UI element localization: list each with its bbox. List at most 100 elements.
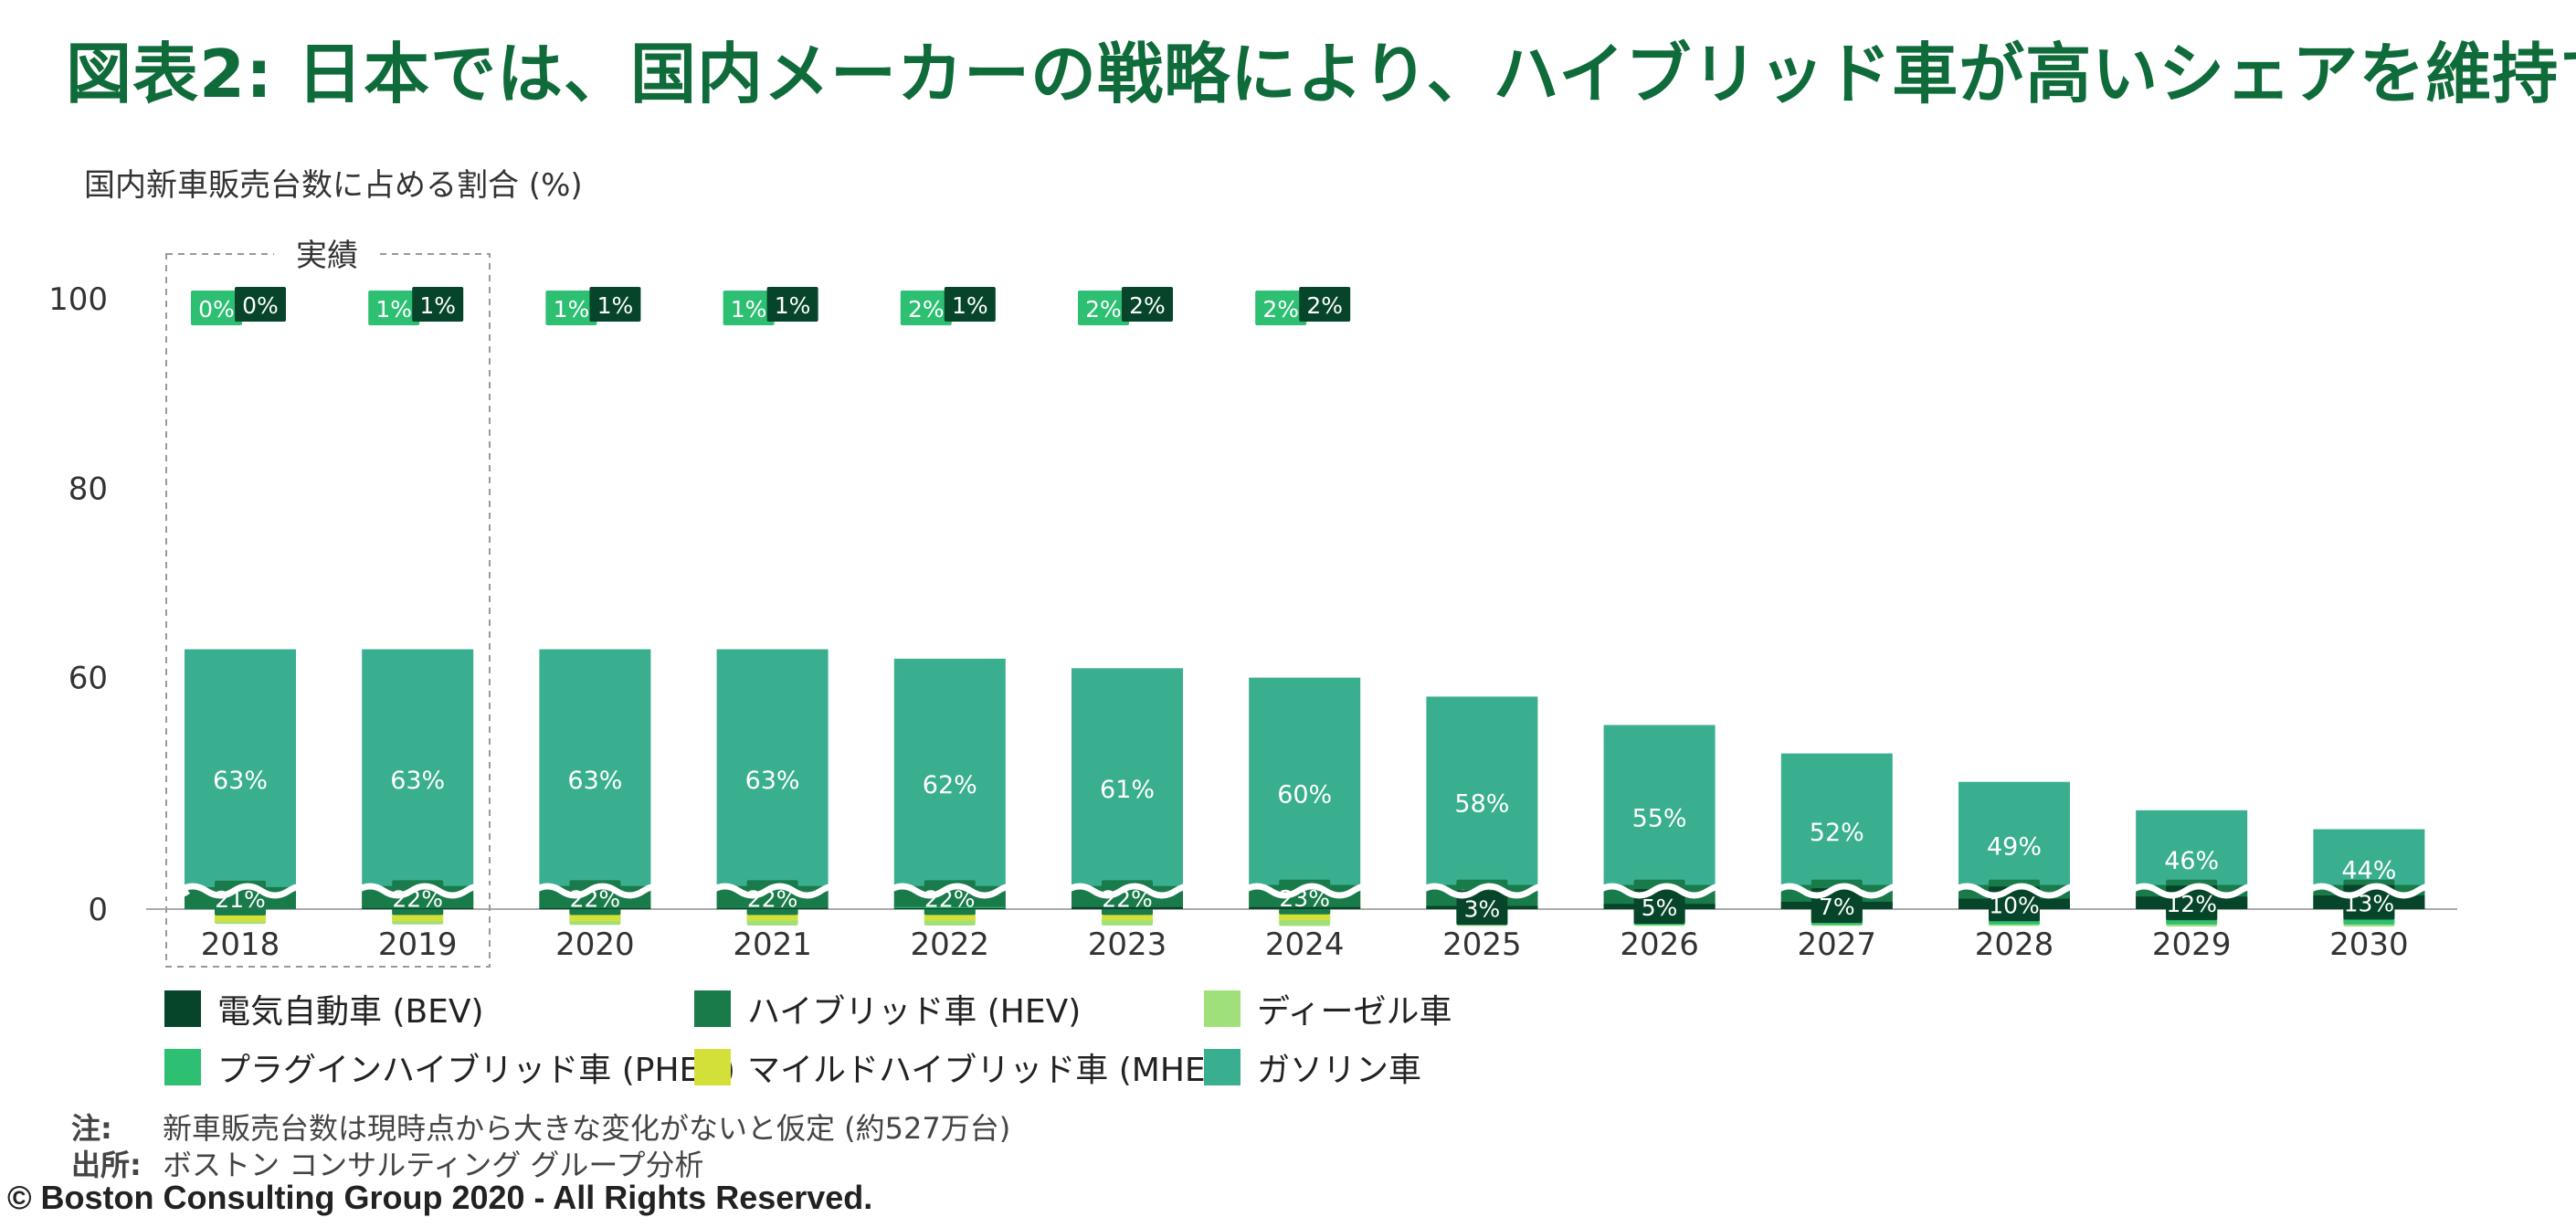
stacked-bar-chart: 国内新車販売台数に占める割合 (%) 10080600実績63%5%9%21%0… [48,167,2457,968]
legend-item-phev: プラグインハイブリッド車 (PHEV) [164,1043,735,1091]
y-tick-label: 80 [69,471,108,507]
axis-break-wave [1241,883,1383,899]
legend-swatch-phev [164,1049,201,1085]
legend-label-hev: ハイブリッド車 (HEV) [747,993,1082,1031]
chart-title: 図表2: 日本では、国内メーカーの戦略により、ハイブリッド車が高いシェアを維持す… [66,36,2576,112]
data-label-chip [1456,890,1508,926]
data-label: 63% [567,767,622,795]
data-label: 1% [775,292,811,319]
data-label: 58% [1454,790,1509,819]
bar-segment [185,649,296,909]
data-label: 2% [908,296,945,323]
note-label: 注: [71,1111,112,1146]
actual-period-box [165,253,491,968]
axis-break-wave [177,883,318,899]
data-label: 7% [1819,894,1855,920]
data-label-chip [1299,287,1351,322]
legend-label-gasoline: ガソリン車 [1257,1052,1422,1089]
bar-segment [1072,668,1183,909]
note-text: 新車販売台数は現時点から大きな変化がないと仮定 (約527万台) [163,1111,1011,1146]
axis-break-wave [886,883,1028,899]
data-label-chip [1078,291,1129,325]
data-label: 2% [1085,296,1122,323]
x-tick-label: 2026 [1620,926,1699,963]
y-tick-label: 100 [48,281,108,318]
data-label-chip [545,291,597,325]
data-label: 0% [242,292,279,319]
legend-label-phev: プラグインハイブリッド車 (PHEV) [217,1052,735,1089]
legend-item-diesel: ディーゼル車 [1204,985,1452,1032]
legend-swatch-diesel [1204,990,1240,1027]
x-tick-label: 2027 [1798,926,1877,963]
bar-segment [362,649,474,909]
bar-segment [893,658,1006,909]
data-label: 5% [1642,895,1678,921]
x-tick-label: 2018 [201,926,280,963]
legend-item-hev: ハイブリッド車 (HEV) [694,985,1081,1032]
data-label: 60% [1277,780,1332,809]
data-label: 0% [198,296,235,323]
legend-swatch-bev [164,990,201,1027]
bar-segment [716,649,829,909]
data-label-chip [723,291,775,325]
data-label-chip [368,291,420,325]
legend-label-mhev: マイルドハイブリッド車 (MHEV) [747,1052,1241,1089]
legend-item-bev: 電気自動車 (BEV) [164,985,484,1032]
source-label: 出所: [71,1148,142,1182]
axis-break-wave [1951,883,2092,899]
actual-label-bg [274,234,375,274]
data-label: 1% [597,292,634,319]
data-label-chip [412,287,464,322]
actual-label: 実績 [296,238,358,274]
bar-segment [362,907,474,909]
data-label: 2% [1262,296,1299,323]
bar-segment [1426,696,1538,909]
x-tick-label: 2020 [555,926,635,963]
x-tick-label: 2022 [911,926,990,963]
source: 出所: ボストン コンサルティング グループ分析 [71,1142,704,1184]
axis-break-wave [2128,883,2270,899]
legend-label-diesel: ディーゼル車 [1257,993,1452,1031]
data-label: 46% [2164,847,2219,875]
bar-segment [1249,677,1361,909]
data-label-chip [235,287,286,322]
data-label-chip [1255,291,1307,325]
bar-segment [1249,906,1361,909]
note: 注: 新車販売台数は現時点から大きな変化がないと仮定 (約527万台) [71,1106,1010,1148]
legend-swatch-hev [694,990,731,1027]
x-tick-label: 2021 [733,926,812,963]
source-text: ボストン コンサルティング グループ分析 [163,1148,704,1182]
bar-segment [893,907,1006,909]
data-label: 52% [1810,819,1864,847]
data-label-chip [900,291,952,325]
data-label: 1% [554,296,590,323]
data-label: 1% [419,292,456,319]
data-label: 1% [731,296,767,323]
axis-break-wave [354,883,496,899]
x-tick-label: 2019 [378,926,458,963]
y-tick-label: 60 [69,661,108,697]
y-axis-label: 国内新車販売台数に占める割合 (%) [84,167,583,204]
bar-segment [539,907,651,909]
data-label: 3% [1464,895,1501,922]
data-label: 1% [952,292,988,319]
axis-break-wave [709,883,850,899]
legend-swatch-gasoline [1204,1049,1240,1085]
y-tick-label: 0 [88,892,108,928]
x-tick-label: 2024 [1265,926,1345,963]
data-label-chip [1122,287,1173,322]
data-label: 1% [375,296,412,323]
axis-break-wave [1419,883,1560,899]
x-tick-label: 2028 [1975,926,2054,963]
bar-segment [716,907,829,909]
data-label: 55% [1632,804,1687,832]
legend-label-bev: 電気自動車 (BEV) [217,993,484,1031]
axis-break-wave [1596,883,1737,899]
data-label: 2% [1306,292,1343,319]
axis-break-wave [134,883,191,899]
data-label: 63% [213,767,268,795]
bar-segment [539,649,651,909]
data-label: 63% [745,767,800,795]
axis-break-wave [2306,883,2447,899]
data-label-chip [1633,889,1685,925]
